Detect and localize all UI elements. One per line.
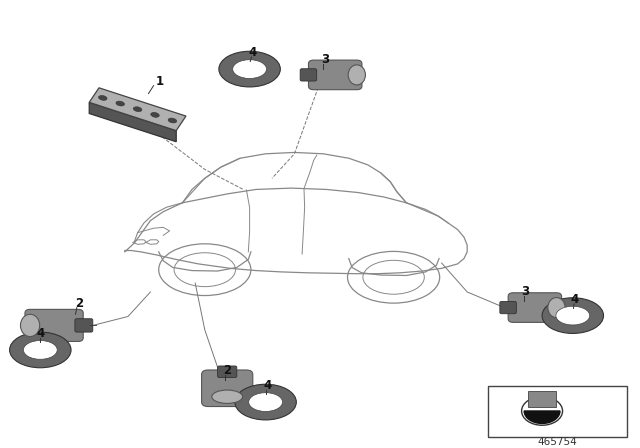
- Text: 4: 4: [571, 293, 579, 306]
- Ellipse shape: [235, 384, 296, 420]
- Wedge shape: [524, 411, 560, 423]
- FancyBboxPatch shape: [218, 366, 237, 378]
- Polygon shape: [89, 88, 186, 131]
- Ellipse shape: [219, 51, 280, 87]
- Ellipse shape: [24, 340, 57, 359]
- Text: 1: 1: [156, 75, 164, 88]
- Ellipse shape: [542, 298, 604, 333]
- Ellipse shape: [212, 390, 243, 403]
- Ellipse shape: [233, 60, 266, 78]
- FancyBboxPatch shape: [75, 319, 93, 332]
- FancyBboxPatch shape: [300, 69, 317, 81]
- Bar: [488, 386, 627, 437]
- Circle shape: [522, 397, 563, 425]
- Ellipse shape: [151, 112, 159, 117]
- Text: 3: 3: [521, 285, 529, 298]
- FancyBboxPatch shape: [25, 310, 83, 341]
- FancyBboxPatch shape: [202, 370, 253, 406]
- Ellipse shape: [99, 95, 107, 100]
- Ellipse shape: [249, 393, 282, 411]
- Text: 4: 4: [249, 46, 257, 59]
- Ellipse shape: [556, 306, 589, 325]
- Ellipse shape: [548, 297, 565, 318]
- Ellipse shape: [348, 65, 365, 85]
- Text: 4: 4: [264, 379, 271, 392]
- FancyBboxPatch shape: [308, 60, 362, 90]
- Polygon shape: [89, 102, 176, 142]
- Text: 3: 3: [321, 53, 329, 66]
- Bar: [528, 391, 556, 406]
- Ellipse shape: [10, 332, 71, 368]
- Ellipse shape: [116, 101, 124, 106]
- Text: 2: 2: [223, 364, 231, 377]
- Text: 4: 4: [36, 327, 44, 340]
- Text: 465754: 465754: [538, 437, 577, 447]
- Ellipse shape: [20, 314, 40, 336]
- Text: 2: 2: [76, 297, 83, 310]
- FancyBboxPatch shape: [508, 293, 562, 323]
- Ellipse shape: [133, 107, 142, 112]
- FancyBboxPatch shape: [500, 302, 516, 314]
- Ellipse shape: [168, 118, 177, 123]
